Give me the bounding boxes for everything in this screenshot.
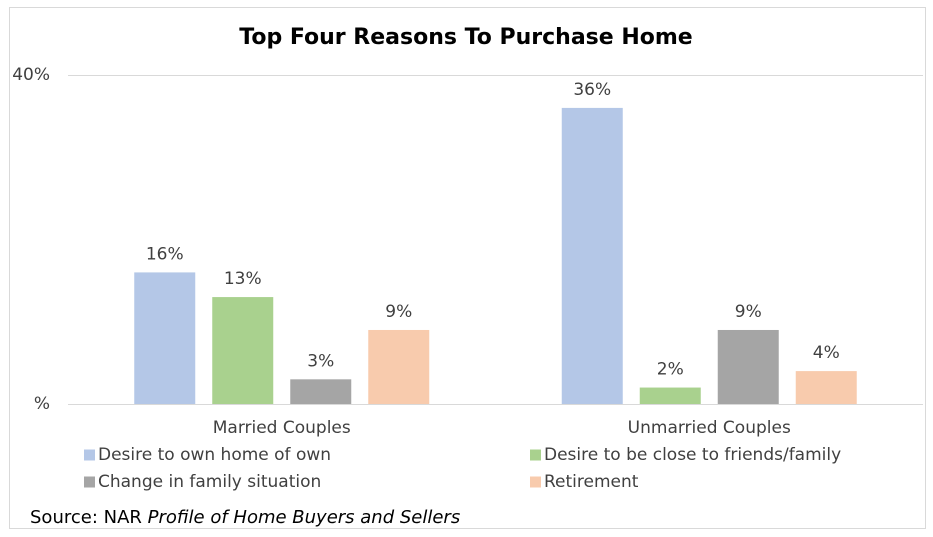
value-label: 9% xyxy=(385,302,412,322)
chart-title: Top Four Reasons To Purchase Home xyxy=(239,25,692,50)
value-label: 4% xyxy=(813,343,840,363)
bar xyxy=(290,379,352,404)
value-label: 16% xyxy=(146,244,184,264)
value-label: 9% xyxy=(735,302,762,322)
chart-border xyxy=(9,7,926,529)
bar xyxy=(134,272,196,404)
bar xyxy=(212,297,274,404)
legend-swatch xyxy=(530,449,541,461)
legend-label: Change in family situation xyxy=(98,472,321,492)
source: Source: NAR Profile of Home Buyers and S… xyxy=(30,507,460,528)
x-tick-label: Unmarried Couples xyxy=(628,418,791,438)
x-tick-label: Married Couples xyxy=(213,418,351,438)
bar xyxy=(639,387,701,404)
bar xyxy=(561,107,623,405)
value-label: 36% xyxy=(573,80,611,100)
value-label: 2% xyxy=(657,360,684,380)
source-label: Source: NAR xyxy=(30,507,142,528)
bar xyxy=(795,371,857,404)
bar xyxy=(717,329,779,404)
legend-label: Desire to be close to friends/family xyxy=(544,445,841,465)
y-tick-label: 40% xyxy=(12,65,50,85)
value-label: 13% xyxy=(224,269,262,289)
y-tick-label: % xyxy=(34,394,50,414)
legend-swatch xyxy=(530,476,541,488)
legend-swatch xyxy=(84,449,95,461)
legend-swatch xyxy=(84,476,95,488)
source-title: Profile of Home Buyers and Sellers xyxy=(148,507,461,528)
bar xyxy=(368,329,430,404)
legend-label: Retirement xyxy=(544,472,639,492)
value-label: 3% xyxy=(307,351,334,371)
legend-label: Desire to own home of own xyxy=(98,445,331,465)
